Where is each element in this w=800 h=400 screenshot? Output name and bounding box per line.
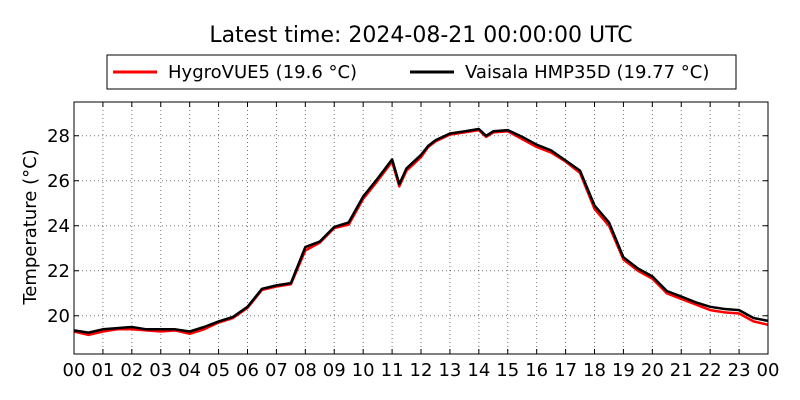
x-tick-label: 19 <box>612 360 635 381</box>
legend-label-hygrovue5: HygroVUE5 (19.6 °C) <box>168 62 357 83</box>
chart-title: Latest time: 2024-08-21 00:00:00 UTC <box>209 23 632 48</box>
x-tick-label: 23 <box>728 360 751 381</box>
ticks: 00 01 02 03 04 05 06 07 08 09 10 11 12 13 14 15 16 17 18 19… <box>47 102 779 381</box>
y-tick-label: 22 <box>47 261 70 282</box>
x-tick-label: 15 <box>496 360 519 381</box>
y-tick-label: 24 <box>47 216 70 237</box>
y-tick-label: 26 <box>47 171 70 192</box>
x-tick-label: 02 <box>120 360 143 381</box>
x-tick-label: 03 <box>149 360 172 381</box>
x-tick-label: 13 <box>438 360 461 381</box>
x-tick-label: 16 <box>525 360 548 381</box>
x-tick-label: 07 <box>265 360 288 381</box>
x-tick-label: 20 <box>641 360 664 381</box>
y-tick-label: 28 <box>47 126 70 147</box>
x-tick-label: 00 <box>63 360 86 381</box>
x-tick-label: 12 <box>410 360 433 381</box>
x-tick-label: 11 <box>381 360 404 381</box>
x-tick-label: 14 <box>467 360 490 381</box>
legend-label-vaisala: Vaisala HMP35D (19.77 °C) <box>465 62 709 83</box>
series-line-1 <box>73 127 769 334</box>
x-tick-label: 01 <box>91 360 114 381</box>
x-tick-label: 06 <box>236 360 259 381</box>
x-tick-label: 04 <box>178 360 201 381</box>
legend: HygroVUE5 (19.6 °C) Vaisala HMP35D (19.7… <box>106 54 737 90</box>
grid <box>74 102 768 354</box>
x-tick-label: 10 <box>352 360 375 381</box>
x-tick-label: 05 <box>207 360 230 381</box>
series-line-0 <box>73 128 769 337</box>
y-tick-label: 20 <box>47 306 70 327</box>
x-tick-label: 09 <box>323 360 346 381</box>
series-layer <box>73 127 769 337</box>
x-tick-label: 21 <box>670 360 693 381</box>
x-tick-label: 18 <box>583 360 606 381</box>
x-tick-label: 17 <box>554 360 577 381</box>
plot-frame <box>73 101 769 355</box>
x-tick-label: 22 <box>699 360 722 381</box>
x-tick-label: 08 <box>294 360 317 381</box>
y-axis-label: Temperature (°C) <box>20 149 41 305</box>
x-tick-label: 00 <box>757 360 780 381</box>
